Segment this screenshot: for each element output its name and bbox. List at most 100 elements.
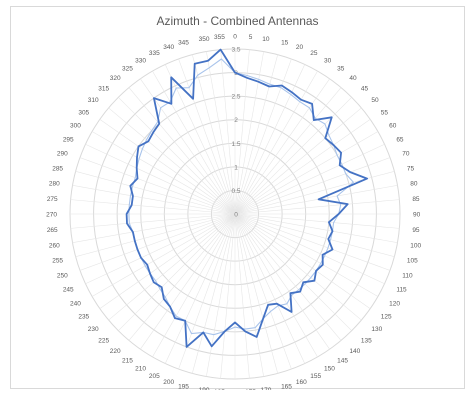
- spoke-62: [108, 107, 236, 215]
- spoke-6: [234, 70, 318, 215]
- spoke-19: [234, 213, 400, 229]
- angle-tick-label-68: 340: [163, 44, 174, 51]
- spoke-39: [192, 213, 236, 374]
- angle-tick-label-54: 270: [46, 212, 57, 219]
- spoke-7: [234, 78, 330, 215]
- spoke-4: [234, 58, 292, 215]
- spoke-69: [192, 54, 236, 215]
- radial-tick-label-7: 3.5: [231, 47, 240, 54]
- angle-tick-label-27: 135: [361, 337, 372, 344]
- series-layer: [125, 48, 369, 348]
- spoke-49: [85, 213, 236, 285]
- angle-tick-label-30: 150: [324, 366, 335, 373]
- angle-tick-label-5: 25: [310, 50, 318, 57]
- spoke-42: [152, 213, 236, 358]
- spoke-10: [234, 107, 362, 215]
- angle-tick-label-34: 170: [260, 387, 271, 390]
- angle-tick-label-59: 295: [63, 136, 74, 143]
- chart-title: Azimuth - Combined Antennas: [156, 14, 319, 28]
- spoke-59: [85, 143, 236, 215]
- angle-tick-labels: 0 5 10 152025303540455055606570758085909510…: [46, 34, 421, 391]
- angle-tick-label-58: 290: [57, 151, 68, 158]
- radial-tick-label-2: 1: [234, 164, 238, 171]
- spoke-68: [178, 58, 236, 215]
- angle-tick-label-70: 350: [199, 36, 210, 43]
- angle-tick-label-8: 40: [349, 75, 357, 82]
- angle-tick-label-39: 195: [178, 383, 189, 390]
- angle-tick-label-46: 230: [88, 326, 99, 333]
- spoke-35: [234, 213, 250, 379]
- spoke-29: [234, 213, 330, 350]
- spoke-46: [108, 213, 236, 321]
- spoke-33: [234, 213, 278, 374]
- angle-tick-label-36: 180: [230, 390, 241, 391]
- angle-tick-label-13: 65: [396, 136, 404, 143]
- spoke-15: [234, 171, 395, 215]
- angle-tick-label-7: 35: [337, 66, 345, 73]
- spoke-21: [234, 213, 395, 257]
- spoke-55: [70, 199, 236, 215]
- spoke-27: [234, 213, 352, 331]
- spoke-53: [70, 213, 236, 229]
- angle-tick-label-69: 345: [178, 40, 189, 47]
- spoke-45: [118, 213, 236, 331]
- spoke-37: [220, 213, 236, 379]
- spoke-51: [75, 213, 236, 257]
- angle-tick-label-32: 160: [296, 379, 307, 386]
- spoke-32: [234, 213, 292, 370]
- angle-tick-label-61: 305: [78, 109, 89, 116]
- spoke-44: [128, 213, 236, 341]
- spoke-71: [220, 49, 236, 215]
- radial-tick-label-1: 0.5: [231, 188, 240, 195]
- spoke-58: [79, 157, 236, 215]
- spoke-25: [234, 213, 371, 309]
- radial-tick-label-3: 1.5: [231, 141, 240, 148]
- angle-tick-label-9: 45: [361, 86, 369, 93]
- spoke-50: [79, 213, 236, 271]
- angle-tick-label-28: 140: [349, 348, 360, 355]
- spoke-40: [178, 213, 236, 370]
- angle-tick-label-20: 100: [410, 242, 421, 249]
- angle-tick-label-51: 255: [52, 258, 63, 265]
- angle-tick-label-52: 260: [49, 242, 60, 249]
- spoke-66: [152, 70, 236, 215]
- radial-tick-label-4: 2: [234, 117, 238, 124]
- spoke-20: [234, 213, 398, 243]
- angle-tick-label-37: 185: [214, 389, 225, 390]
- series-line-1: [128, 58, 354, 336]
- angle-tick-label-3: 15: [281, 40, 289, 47]
- spoke-34: [234, 213, 264, 377]
- spoke-31: [234, 213, 306, 364]
- angle-tick-label-18: 90: [413, 212, 421, 219]
- chart-frame: Azimuth - Combined Antennas 0 0.5 1 1.5 2 2.5…: [10, 6, 465, 391]
- angle-tick-label-23: 115: [396, 287, 407, 294]
- angle-tick-label-24: 120: [389, 301, 400, 308]
- angle-tick-label-40: 200: [163, 379, 174, 386]
- angle-tick-label-48: 240: [70, 301, 81, 308]
- angle-tick-label-33: 165: [281, 383, 292, 390]
- spoke-70: [206, 51, 236, 215]
- series-line-0: [125, 48, 369, 348]
- angle-tick-label-19: 95: [412, 227, 420, 234]
- angle-tick-label-45: 225: [98, 337, 109, 344]
- spoke-11: [234, 119, 371, 215]
- angle-tick-label-63: 315: [98, 86, 109, 93]
- spoke-14: [234, 157, 391, 215]
- spoke-48: [91, 213, 236, 297]
- spoke-12: [234, 131, 379, 215]
- spoke-65: [140, 78, 236, 215]
- spoke-2: [234, 51, 264, 215]
- angle-tick-label-4: 20: [296, 44, 304, 51]
- angle-tick-label-65: 325: [122, 66, 133, 73]
- angle-tick-label-35: 175: [245, 389, 256, 390]
- angle-tick-label-50: 250: [57, 272, 68, 279]
- spoke-47: [99, 213, 236, 309]
- angle-tick-label-38: 190: [199, 387, 210, 390]
- spoke-60: [91, 131, 236, 215]
- angle-tick-label-10: 50: [371, 97, 379, 104]
- angle-tick-label-62: 310: [88, 97, 99, 104]
- spoke-5: [234, 64, 306, 215]
- spoke-63: [118, 97, 236, 215]
- angle-tick-label-56: 280: [49, 181, 60, 188]
- spoke-26: [234, 213, 362, 321]
